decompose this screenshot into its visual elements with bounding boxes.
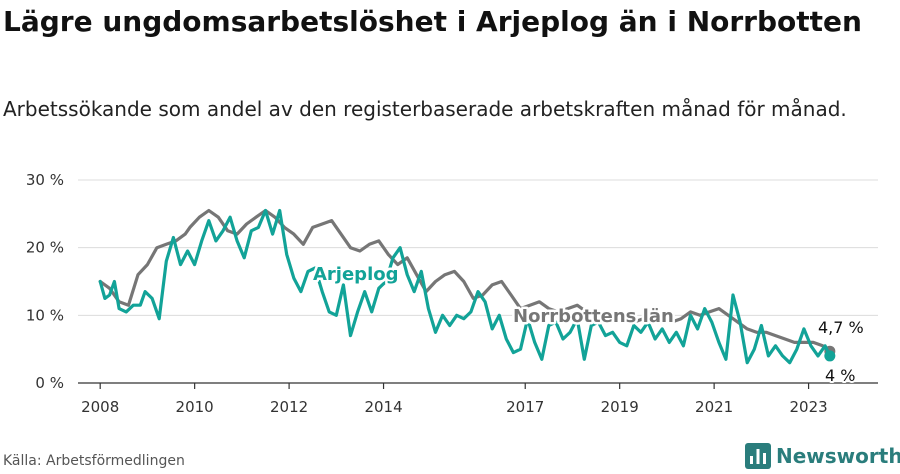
x-tick-label: 2019 <box>601 398 639 416</box>
grid-lines: 0 % 10 % 20 % 30 % <box>26 171 878 392</box>
newsworthy-logo-icon <box>745 443 771 469</box>
series-name-label-norrbotten: Norrbottens län <box>513 306 674 327</box>
series-lines <box>98 208 836 365</box>
chart-title: Lägre ungdomsarbetslöshet i Arjeplog än … <box>3 5 862 38</box>
x-tick-label: 2023 <box>789 398 827 416</box>
x-tick-label: 2017 <box>506 398 544 416</box>
x-tick-label: 2014 <box>364 398 402 416</box>
x-tick-label: 2021 <box>695 398 733 416</box>
brand-name: Newsworthy <box>776 444 900 468</box>
series-line-norrbotten <box>98 208 832 353</box>
y-tick-label: 10 % <box>26 306 64 324</box>
y-tick-label: 20 % <box>26 239 64 257</box>
series-end-marker-arjeplog <box>824 350 836 362</box>
source-note: Källa: Arbetsförmedlingen <box>3 453 185 469</box>
brand-logo[interactable]: Newsworthy <box>745 443 900 469</box>
x-tick-label: 2008 <box>81 398 119 416</box>
series-labels: Arjeplog Norrbottens län 4,7 % 4 % <box>311 262 866 388</box>
x-tick-label: 2012 <box>270 398 308 416</box>
end-value-label-arjeplog: 4 % <box>825 366 855 385</box>
chart-subtitle: Arbetssökande som andel av den registerb… <box>3 97 847 121</box>
series-line-arjeplog <box>98 208 832 365</box>
y-tick-label: 0 % <box>35 374 64 392</box>
x-tick-label: 2010 <box>176 398 214 416</box>
y-tick-label: 30 % <box>26 171 64 189</box>
end-value-label-norrbotten: 4,7 % <box>818 318 864 337</box>
x-axis: 2008 2010 2012 2014 2017 2019 2021 2023 <box>78 382 878 416</box>
series-name-label-arjeplog: Arjeplog <box>313 264 399 285</box>
